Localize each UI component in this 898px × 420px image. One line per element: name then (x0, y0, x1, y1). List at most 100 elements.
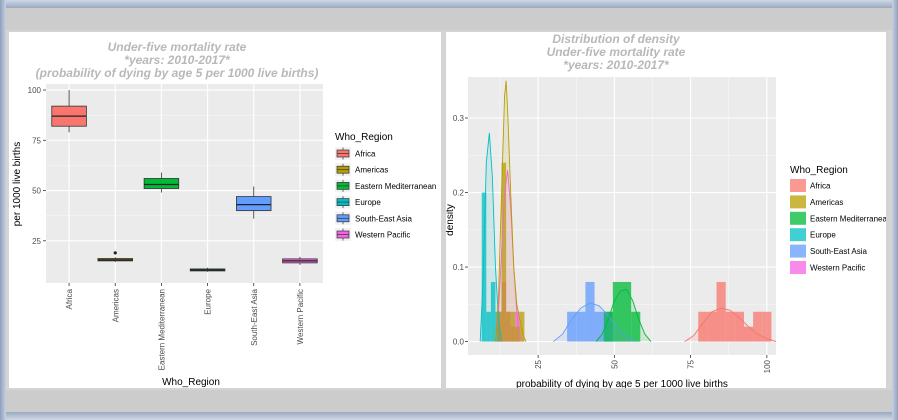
histogram-bar-africa (762, 311, 772, 342)
density-y-tick-label: 0.1 (453, 263, 465, 272)
window-bottom-border (0, 412, 898, 420)
density-legend-key-americas (790, 195, 806, 209)
bottom-strip (6, 390, 892, 412)
histogram-bar-americas (506, 311, 511, 342)
boxplot-legend-label-africa: Africa (355, 150, 376, 159)
box-south-east-asia (236, 186, 272, 219)
window-right-border (892, 0, 898, 420)
histogram-bar-africa (707, 311, 717, 342)
boxplot-plot-area (46, 84, 323, 283)
density-legend-label-eastern-mediterranean: Eastern Mediterranean (810, 214, 886, 223)
histogram-bar-americas (501, 162, 507, 342)
density-legend-key-eastern-mediterranean (790, 211, 806, 225)
boxplot-subtitle-years: *years: 2010-2017* (124, 53, 231, 67)
histogram-bar-africa (725, 311, 735, 342)
histogram-bar-africa (753, 311, 763, 342)
density-curve-africa (684, 307, 777, 343)
density-legend-label-africa: Africa (810, 182, 831, 191)
density-chart: Distribution of density Under-five morta… (445, 32, 891, 390)
density-x-tick-label: 75 (687, 359, 696, 368)
box-western-pacific (282, 256, 318, 265)
histogram-bar-europe (486, 311, 491, 342)
histogram-bar-africa (716, 281, 726, 342)
boxplot-legend-label-europe: Europe (355, 198, 381, 207)
density-area-western-pacific (495, 170, 523, 342)
histogram-bar-south-east-asia (576, 311, 586, 342)
density-curve-western-pacific (494, 170, 524, 342)
density-y-tick-label: 0.3 (453, 114, 465, 123)
boxplot-legend-title: Who_Region (335, 132, 393, 143)
density-legend-label-western-pacific: Western Pacific (810, 264, 865, 273)
box-europe (189, 267, 226, 272)
density-area-eastern-mediterranean (596, 289, 651, 342)
box-africa (51, 90, 87, 133)
boxplot-legend-label-eastern-mediterranean: Eastern Mediterranean (355, 182, 436, 191)
boxplot-x-tick-label-africa: Africa (65, 288, 74, 309)
density-area-south-east-asia (553, 302, 636, 342)
density-area-africa (684, 308, 776, 342)
density-x-tick-label: 100 (763, 359, 772, 373)
density-curve-eastern-mediterranean (595, 288, 652, 342)
density-legend-title: Who_Region (790, 165, 848, 176)
boxplot-title: Under-five mortality rate (108, 40, 247, 54)
boxplot-legend-label-western-pacific: Western Pacific (355, 231, 410, 240)
histogram-bar-eastern-mediterranean (612, 281, 622, 342)
density-x-tick-label: 25 (534, 359, 543, 368)
histogram-bar-europe (490, 281, 496, 342)
histogram-bar-americas (515, 326, 520, 342)
density-legend-key-europe (790, 228, 806, 242)
density-legend-label-europe: Europe (810, 231, 836, 240)
density-legend-key-south-east-asia (790, 244, 806, 258)
density-y-axis-label: density (446, 204, 456, 236)
window-top-border (0, 0, 898, 8)
boxplot-y-tick-label: 75 (32, 136, 41, 145)
density-y-tick-label: 0.2 (453, 189, 465, 198)
histogram-bar-eastern-mediterranean (631, 311, 641, 342)
density-x-tick-label: 50 (610, 359, 619, 368)
box-eastern-mediterranean (143, 172, 180, 193)
density-curve-south-east-asia (553, 302, 636, 342)
boxplot-x-axis-label: Who_Region (162, 377, 220, 388)
box-americas (97, 251, 133, 262)
boxplot-y-axis-label: per 1000 live births (12, 142, 23, 227)
boxplot-y-tick-label: 50 (32, 187, 41, 196)
histogram-bar-south-east-asia (567, 311, 577, 342)
boxplot-panel-background (46, 84, 323, 283)
histogram-bar-south-east-asia (594, 311, 604, 342)
histogram-bar-africa (734, 311, 744, 342)
boxplot-chart: Under-five mortality rate *years: 2010-2… (12, 40, 436, 388)
density-subtitle-years: *years: 2010-2017* (563, 58, 670, 72)
density-y-tick-label: 0.0 (453, 338, 465, 347)
density-curve-americas (494, 80, 527, 342)
density-legend-label-americas: Americas (810, 198, 843, 207)
boxplot-x-tick-label-western-pacific: Western Pacific (296, 289, 305, 344)
histogram-bar-europe (481, 192, 487, 342)
boxplot-panel: Under-five mortality rate *years: 2010-2… (9, 32, 441, 388)
box-outlier-point (113, 251, 117, 255)
boxplot-subtitle-definition: (probability of dying by age 5 per 1000 … (36, 66, 319, 80)
window-left-border (0, 0, 6, 420)
box-body (143, 178, 180, 189)
boxplot-x-tick-label-americas: Americas (111, 289, 120, 322)
boxplot-y-tick-label: 100 (28, 86, 42, 95)
histogram-bar-africa (698, 311, 708, 342)
box-body (236, 196, 272, 212)
boxplot-legend-label-south-east-asia: South-East Asia (355, 214, 412, 223)
histogram-bar-eastern-mediterranean (622, 281, 632, 342)
density-legend-key-africa (790, 179, 806, 192)
boxplot-x-tick-label-eastern-mediterranean: Eastern Mediterranean (157, 289, 166, 370)
density-area-europe (480, 132, 502, 342)
density-x-axis-label: probability of dying by age 5 per 1000 l… (516, 379, 728, 388)
histogram-bar-americas (519, 311, 525, 342)
density-subtitle-indicator: Under-five mortality rate (547, 45, 686, 59)
histogram-bar-eastern-mediterranean (603, 311, 613, 342)
histogram-bar-africa (743, 326, 754, 342)
boxplot-y-tick-label: 25 (32, 237, 41, 246)
density-title: Distribution of density (552, 32, 681, 46)
histogram-bar-americas (510, 311, 516, 342)
series-eastern-mediterranean (603, 281, 641, 342)
top-strip (6, 8, 892, 30)
boxplot-legend-label-americas: Americas (355, 166, 388, 175)
histogram-bar-south-east-asia (585, 281, 595, 342)
